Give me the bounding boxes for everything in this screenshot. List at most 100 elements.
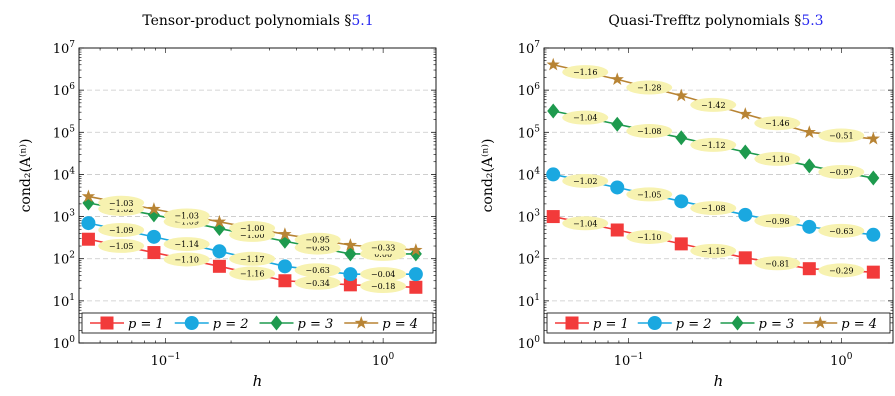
legend-label: p = 3 — [759, 317, 795, 332]
slope-label: −1.02 — [573, 177, 598, 186]
y-axis-label: cond₂(A⁽ⁿ⁾) — [480, 139, 496, 213]
data-point — [146, 229, 161, 244]
chart-panel-1: 100 101 102 103 104 105 106 107 10−1 100 Tensor-pr… — [18, 13, 437, 390]
slope-label-bubble — [98, 195, 145, 210]
data-point — [343, 267, 358, 282]
data-point — [408, 267, 423, 282]
slope-label-bubble — [818, 164, 865, 179]
legend-marker — [647, 316, 662, 330]
x-axis-label: h — [714, 372, 724, 390]
slope-label: −1.14 — [174, 240, 199, 249]
slope-label-bubble — [229, 251, 276, 266]
data-point — [278, 227, 292, 240]
legend-box — [81, 312, 434, 334]
chart-panel-2: 100 101 102 103 104 105 106 107 10−1 100 Quasi-Tre… — [480, 13, 894, 390]
slope-label: −0.51 — [829, 132, 854, 141]
slope-label-bubble — [690, 97, 737, 112]
slope-label-bubble — [626, 229, 673, 244]
slope-label: −1.05 — [109, 242, 134, 251]
slope-label: −1.10 — [765, 155, 790, 164]
slope-label: −1.03 — [109, 199, 134, 208]
slope-label: −0.18 — [371, 282, 396, 291]
slope-label-bubble — [626, 80, 673, 95]
data-point — [344, 246, 357, 262]
data-point — [147, 202, 161, 215]
data-point — [802, 125, 816, 138]
x-axis-label: h — [253, 372, 263, 390]
legend-label: p = 2 — [676, 317, 712, 332]
data-point — [611, 116, 624, 132]
slope-label: −1.00 — [240, 231, 265, 240]
data-point — [866, 227, 881, 242]
slope-label: −1.10 — [174, 255, 199, 264]
data-point — [738, 251, 752, 265]
data-point — [81, 189, 96, 203]
slope-label: −1.08 — [701, 204, 726, 213]
legend-marker — [270, 315, 283, 331]
slope-label: −1.04 — [573, 219, 598, 228]
slope-label: −0.98 — [765, 217, 790, 226]
slope-label: −1.08 — [637, 127, 662, 136]
slope-label-bubble — [818, 128, 865, 143]
slope-label-bubble — [754, 151, 801, 166]
slope-label-bubble — [163, 252, 210, 267]
legend-marker — [731, 315, 744, 331]
data-point — [738, 107, 752, 120]
data-point — [81, 232, 95, 246]
slope-label-bubble — [562, 110, 609, 125]
y-tick-label: 105 — [53, 124, 76, 141]
data-point — [546, 210, 560, 224]
x-tick-label: 100 — [372, 352, 395, 369]
data-point — [278, 274, 292, 288]
data-point — [675, 130, 688, 146]
slope-label: −1.15 — [701, 247, 726, 256]
legend-label: p = 1 — [128, 317, 164, 332]
slope-label: −1.42 — [701, 101, 726, 110]
y-tick-label: 106 — [518, 82, 541, 99]
data-point — [866, 131, 880, 145]
slope-label-bubble — [754, 116, 801, 131]
slope-label: −1.05 — [637, 190, 662, 199]
slope-label: −1.17 — [240, 255, 265, 264]
data-point — [866, 265, 880, 279]
data-point — [547, 103, 560, 119]
data-point — [802, 262, 816, 276]
slope-label-bubble — [229, 221, 276, 236]
data-point — [212, 244, 227, 259]
slope-label: −1.03 — [174, 211, 199, 220]
legend-marker — [354, 316, 368, 329]
data-point — [610, 72, 624, 86]
y-tick-label: 101 — [53, 293, 75, 310]
slope-label-bubble — [294, 232, 341, 247]
legend-marker — [565, 316, 579, 330]
y-tick-label: 105 — [518, 124, 541, 141]
legend-label: p = 3 — [298, 317, 334, 332]
data-point — [867, 170, 880, 186]
data-point — [674, 88, 688, 102]
slope-label-bubble — [754, 256, 801, 271]
data-point — [546, 167, 561, 182]
chart-title: Tensor-product polynomials §5.1 — [142, 13, 373, 29]
slope-label-bubble — [360, 267, 407, 282]
data-point — [147, 246, 161, 260]
x-tick-label: 10−1 — [614, 352, 644, 369]
y-tick-label: 107 — [53, 40, 76, 57]
y-tick-label: 104 — [53, 166, 76, 183]
y-tick-label: 106 — [53, 82, 76, 99]
data-point — [546, 57, 560, 71]
slope-label-bubble — [294, 263, 341, 278]
slope-label: −1.16 — [240, 270, 265, 279]
slope-label-bubble — [163, 208, 210, 223]
slope-label-bubble — [562, 216, 609, 231]
slope-label-bubble — [98, 238, 145, 253]
data-point — [277, 259, 292, 274]
slope-label: −0.04 — [371, 270, 396, 279]
slope-label: −1.16 — [573, 68, 598, 77]
y-tick-label: 102 — [53, 251, 75, 268]
x-tick-label: 100 — [830, 352, 853, 369]
slope-label: −0.29 — [829, 266, 854, 275]
legend-marker — [184, 316, 199, 330]
data-point — [738, 207, 753, 222]
slope-label: −1.00 — [240, 224, 265, 233]
